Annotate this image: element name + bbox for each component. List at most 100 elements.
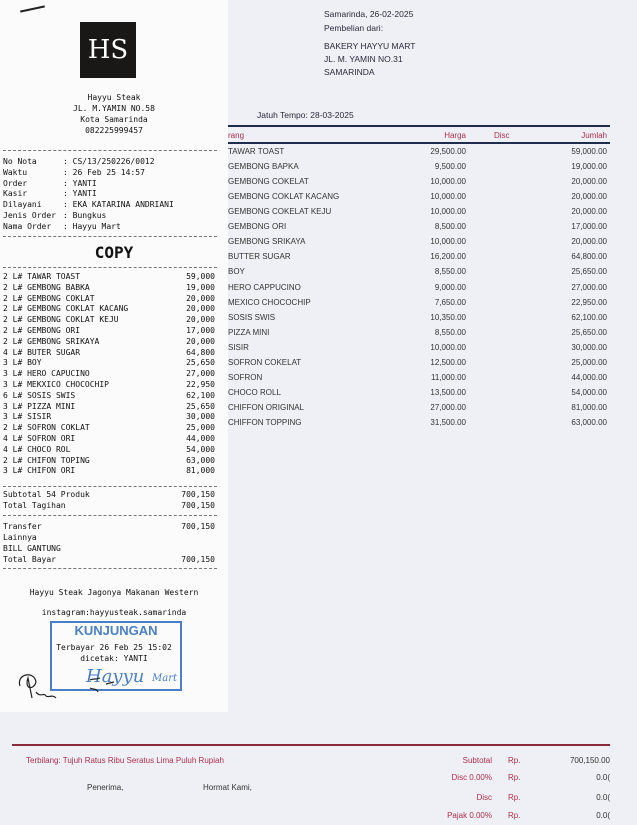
divider [3, 267, 217, 268]
total-row: Disc 0.00% Rp. 0.0( [410, 773, 610, 785]
item-price: 62,100 [186, 390, 215, 400]
item-price: 10,000.00 [430, 177, 466, 187]
item-price: 54,000 [186, 444, 215, 454]
receipt-item: 3 L# SISIR 30,000 [3, 412, 215, 423]
table-row: SOFRON COKELAT 12,500.00 25,000.00 [226, 358, 610, 373]
item-name: 2 L# CHIFON TOPING [3, 455, 90, 465]
receipt-item: 4 L# CHOCO ROL 54,000 [3, 445, 215, 456]
instagram: instagram:hayyusteak.samarinda [41, 608, 187, 617]
item-total: 54,000.00 [571, 387, 607, 397]
total-value: 700,150.00 [569, 756, 610, 765]
item-total: 22,950.00 [571, 297, 607, 307]
total-bayar-line: Total Bayar 700,150 [3, 555, 215, 566]
item-name: SOFRON COKELAT [228, 357, 302, 367]
item-price: 9,000.00 [434, 282, 466, 292]
item-price: 20,000 [186, 336, 215, 346]
info-value: : YANTI [63, 178, 97, 188]
item-total: 20,000.00 [571, 237, 607, 247]
item-name: 2 L# GEMBONG COKLAT KACANG [3, 304, 129, 314]
store-city: Kota Samarinda [80, 115, 148, 124]
item-name: GEMBONG BAPKA [228, 162, 299, 172]
item-price: 31,500.00 [430, 418, 466, 428]
item-total: 30,000.00 [571, 342, 607, 352]
item-price: 13,500.00 [430, 387, 466, 397]
stamp-sub: Mart [152, 673, 177, 684]
total-value: 0.0( [596, 811, 610, 820]
item-name: CHIFFON TOPPING [228, 418, 302, 428]
item-name: CHOCO ROLL [228, 387, 281, 397]
item-price: 63,000 [186, 455, 215, 465]
transfer-line: Transfer 700,150 [3, 522, 215, 533]
currency: Rp. [508, 811, 521, 820]
item-total: 44,000.00 [571, 372, 607, 382]
item-name: GEMBONG COKLAT KACANG [228, 192, 340, 202]
item-total: 63,000.00 [571, 418, 607, 428]
item-name: 3 L# CHIFON ORI [3, 466, 76, 476]
item-name: SISIR [228, 342, 249, 352]
item-price: 27,000 [186, 369, 215, 379]
total-tagihan-label: Total Tagihan [3, 501, 66, 510]
receiver-label: Penerima, [87, 783, 124, 792]
lainnya-line: Lainnya [3, 533, 37, 542]
divider [226, 142, 610, 144]
item-name: 2 L# GEMBONG ORI [3, 326, 81, 335]
item-price: 10,000.00 [430, 192, 466, 202]
item-total: 17,000.00 [571, 222, 607, 232]
table-row: GEMBONG COKELAT KEJU 10,000.00 20,000.00 [226, 207, 610, 222]
info-value: : CS/13/250226/0012 [63, 157, 155, 166]
printed-by: dicetak: YANTI [80, 654, 148, 663]
due-date: Jatuh Tempo: 28-03-2025 [257, 110, 354, 120]
item-price: 8,550.00 [434, 267, 466, 277]
info-row: Jenis Order: Bungkus [3, 211, 223, 222]
col-barang: rang [228, 131, 245, 140]
item-total: 25,650.00 [571, 267, 607, 277]
item-price: 22,950 [186, 380, 215, 389]
item-name: GEMBONG ORI [228, 222, 287, 232]
info-row: Order : YANTI [3, 179, 223, 190]
item-name: 4 L# CHOCO ROL [3, 444, 71, 454]
receipt-item: 2 L# GEMBONG SRIKAYA 20,000 [3, 337, 215, 348]
item-name: MEXICO CHOCOCHIP [228, 297, 311, 307]
receipt-item: 2 L# GEMBONG COKLAT KEJU 20,000 [3, 315, 215, 326]
item-name: 3 L# SISIR [3, 412, 52, 422]
info-value: : Bungkus [63, 211, 107, 220]
item-name: 6 L# SOSIS SWIS [3, 390, 76, 400]
divider [3, 515, 217, 516]
pen-mark [20, 5, 45, 13]
supplier-name: BAKERY HAYYU MART [324, 41, 416, 51]
table-row: GEMBONG COKELAT 10,000.00 20,000.00 [226, 177, 610, 192]
item-name: BUTTER SUGAR [228, 252, 291, 262]
table-row: CHOCO ROLL 13,500.00 54,000.00 [226, 388, 610, 403]
item-total: 25,650.00 [571, 327, 607, 337]
col-jumlah: Jumlah [581, 131, 607, 140]
item-price: 64,800 [186, 347, 215, 357]
table-header: rang Harga Disc Jumlah [226, 131, 610, 142]
item-price: 25,650 [186, 358, 215, 368]
receipt-item: 3 L# CHIFON ORI 81,000 [3, 466, 215, 477]
divider [12, 744, 610, 746]
item-price: 19,000 [186, 282, 215, 292]
item-price: 10,000.00 [430, 342, 466, 352]
info-row: Nama Order: Hayyu Mart [3, 222, 223, 233]
item-price: 81,000 [186, 466, 215, 476]
currency: Rp. [508, 773, 521, 782]
total-label: Subtotal [462, 756, 492, 765]
item-total: 20,000.00 [571, 207, 607, 217]
item-price: 11,000.00 [431, 372, 466, 382]
divider [3, 236, 217, 237]
table-row: SOFRON 11,000.00 44,000.00 [226, 373, 610, 388]
total-tagihan-value: 700,150 [181, 501, 215, 510]
item-name: GEMBONG COKELAT KEJU [228, 207, 332, 217]
col-harga: Harga [444, 131, 466, 140]
divider [3, 568, 217, 569]
item-price: 20,000 [186, 304, 215, 314]
store-logo: HS [80, 22, 136, 78]
info-key: Order [3, 178, 28, 188]
item-total: 62,100.00 [571, 312, 607, 322]
total-tagihan-line: Total Tagihan 700,150 [3, 501, 215, 512]
table-row: SISIR 10,000.00 30,000.00 [226, 343, 610, 358]
total-value: 0.0( [596, 773, 610, 782]
receipt-item: 2 L# GEMBONG COKLAT KACANG 20,000 [3, 304, 215, 315]
item-price: 20,000 [186, 293, 215, 303]
table-row: CHIFFON ORIGINAL 27,000.00 81,000.00 [226, 403, 610, 418]
